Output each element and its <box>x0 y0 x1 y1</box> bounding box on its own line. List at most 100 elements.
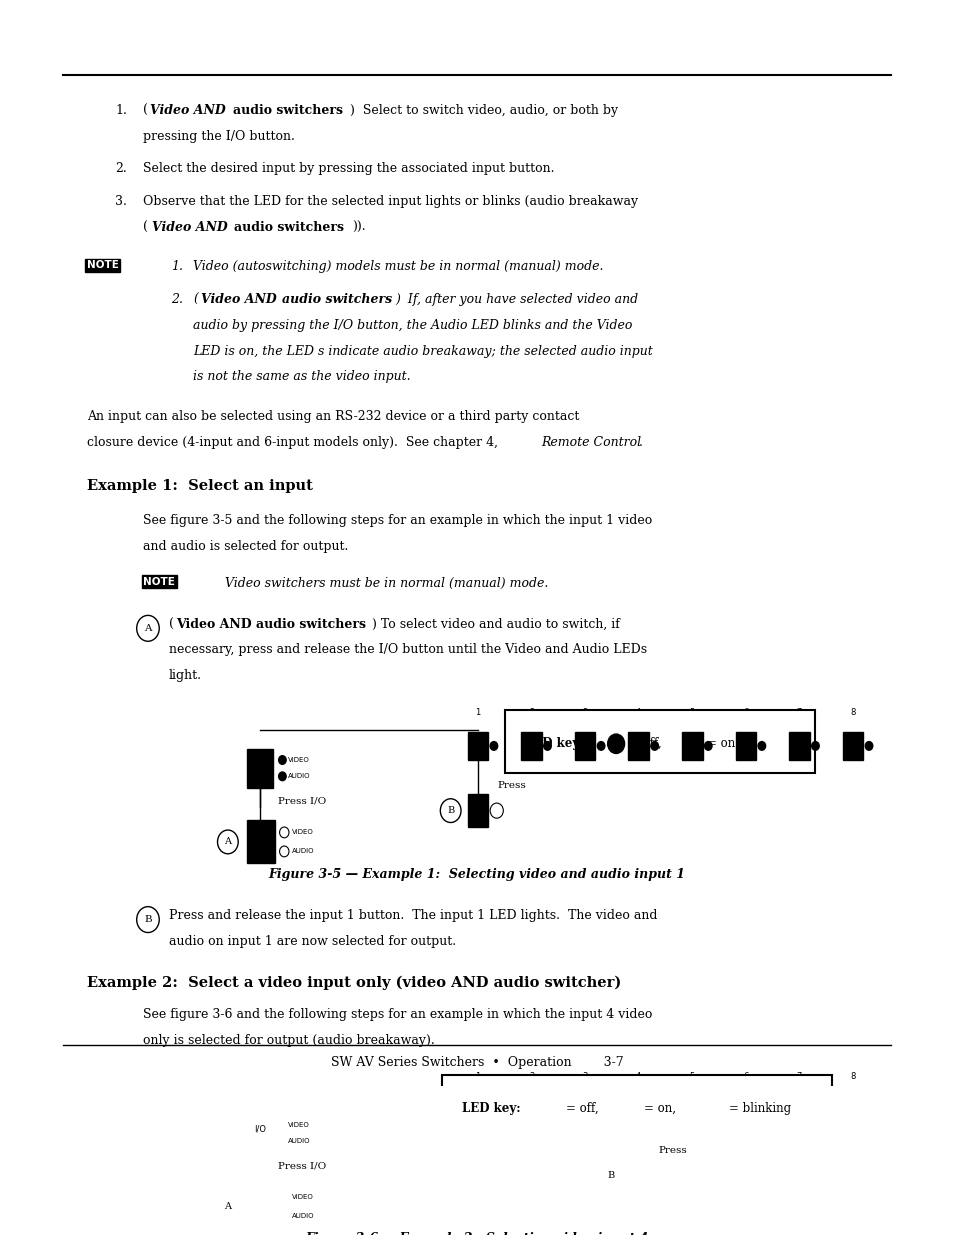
Text: See figure 3-5 and the following steps for an example in which the input 1 video: See figure 3-5 and the following steps f… <box>143 514 652 527</box>
Text: SW AV Series Switchers  •  Operation        3-7: SW AV Series Switchers • Operation 3-7 <box>331 1056 622 1068</box>
Text: Press I/O: Press I/O <box>277 797 326 805</box>
Text: audio switchers: audio switchers <box>282 293 392 306</box>
Circle shape <box>864 741 872 750</box>
Text: Video switchers must be in normal (manual) mode.: Video switchers must be in normal (manua… <box>225 577 548 589</box>
Circle shape <box>758 1107 765 1115</box>
Circle shape <box>278 1136 286 1145</box>
Text: LED key:: LED key: <box>524 737 583 750</box>
Text: necessary, press and release the I/O button until the Video and Audio LEDs: necessary, press and release the I/O but… <box>169 643 646 657</box>
FancyBboxPatch shape <box>841 1097 862 1125</box>
Text: A: A <box>224 837 232 846</box>
Text: 8: 8 <box>849 708 855 716</box>
FancyBboxPatch shape <box>574 1097 595 1125</box>
Circle shape <box>650 741 658 750</box>
Text: 8: 8 <box>849 1072 855 1082</box>
Circle shape <box>278 756 286 764</box>
Text: audio by pressing the I/O button, the Audio LED blinks and the Video: audio by pressing the I/O button, the Au… <box>193 319 632 332</box>
Text: AUDIO: AUDIO <box>288 773 311 779</box>
Text: LED is on, the LED s indicate audio breakaway; the selected audio input: LED is on, the LED s indicate audio brea… <box>193 345 652 358</box>
Circle shape <box>490 1107 497 1115</box>
Text: Observe that the LED for the selected input lights or blinks (audio breakaway: Observe that the LED for the selected in… <box>143 195 638 207</box>
FancyBboxPatch shape <box>247 820 274 863</box>
Text: I/O: I/O <box>253 1124 266 1134</box>
Text: 2: 2 <box>528 708 534 716</box>
Text: VIDEO: VIDEO <box>292 1194 314 1200</box>
FancyBboxPatch shape <box>735 1097 756 1125</box>
Text: VIDEO: VIDEO <box>288 1121 310 1128</box>
Text: I/O: I/O <box>253 760 266 768</box>
Text: Example 1:  Select an input: Example 1: Select an input <box>87 479 313 494</box>
Text: Select the desired input by pressing the associated input button.: Select the desired input by pressing the… <box>143 162 555 175</box>
FancyBboxPatch shape <box>467 732 488 760</box>
Text: Press I/O: Press I/O <box>277 1161 326 1171</box>
Circle shape <box>811 1107 819 1115</box>
FancyBboxPatch shape <box>247 750 273 788</box>
Text: 1.: 1. <box>172 261 183 273</box>
Text: 6: 6 <box>742 708 748 716</box>
Text: 4: 4 <box>636 1072 640 1082</box>
Text: 6: 6 <box>742 1072 748 1082</box>
FancyBboxPatch shape <box>735 732 756 760</box>
Text: (: ( <box>193 293 198 306</box>
Text: ) To select video and audio to switch, if: ) To select video and audio to switch, i… <box>372 618 618 631</box>
FancyBboxPatch shape <box>442 1074 831 1137</box>
Text: Press and release the input 1 button.  The input 1 LED lights.  The video and: Press and release the input 1 button. Th… <box>169 909 657 921</box>
Circle shape <box>597 741 604 750</box>
Text: 7: 7 <box>796 708 801 716</box>
Text: 3: 3 <box>582 708 587 716</box>
Text: Video AND: Video AND <box>200 293 280 306</box>
Text: = blinking: = blinking <box>728 1102 790 1115</box>
Text: closure device (4-input and 6-input models only).  See chapter 4,: closure device (4-input and 6-input mode… <box>87 436 501 450</box>
Text: Press: Press <box>497 782 526 790</box>
FancyBboxPatch shape <box>681 732 702 760</box>
Text: VIDEO: VIDEO <box>288 757 310 763</box>
Text: VIDEO: VIDEO <box>292 830 314 835</box>
FancyBboxPatch shape <box>520 1097 541 1125</box>
FancyBboxPatch shape <box>505 710 815 773</box>
Text: light.: light. <box>169 669 201 682</box>
Text: )  Select to switch video, audio, or both by: ) Select to switch video, audio, or both… <box>350 104 618 117</box>
Text: B: B <box>447 806 454 815</box>
Text: )  If, after you have selected video and: ) If, after you have selected video and <box>395 293 638 306</box>
Text: Figure 3-6 — Example 2:  Selecting video input 4: Figure 3-6 — Example 2: Selecting video … <box>305 1233 648 1235</box>
Text: AUDIO: AUDIO <box>288 1137 311 1144</box>
Text: )).: )). <box>352 221 365 233</box>
Text: B: B <box>144 915 152 924</box>
Text: A: A <box>224 1202 232 1212</box>
Circle shape <box>544 1099 561 1118</box>
Text: audio switchers: audio switchers <box>233 104 342 117</box>
Text: = on,: = on, <box>643 1102 676 1115</box>
Text: audio switchers: audio switchers <box>234 221 344 233</box>
FancyBboxPatch shape <box>247 1184 274 1228</box>
FancyBboxPatch shape <box>467 794 488 826</box>
Circle shape <box>703 1107 711 1115</box>
Text: = off,: = off, <box>629 737 661 750</box>
Text: 2: 2 <box>528 1072 534 1082</box>
Circle shape <box>543 1107 551 1115</box>
Text: Figure 3-5 — Example 1:  Selecting video and audio input 1: Figure 3-5 — Example 1: Selecting video … <box>268 868 685 881</box>
Text: AUDIO: AUDIO <box>292 848 314 855</box>
Text: 7: 7 <box>796 1072 801 1082</box>
Text: = off,: = off, <box>566 1102 598 1115</box>
Circle shape <box>543 741 551 750</box>
FancyBboxPatch shape <box>681 1097 702 1125</box>
Text: (: ( <box>169 618 173 631</box>
Text: 1.: 1. <box>115 104 127 117</box>
Circle shape <box>490 741 497 750</box>
Text: LED key:: LED key: <box>461 1102 520 1115</box>
Text: Remote Control: Remote Control <box>540 436 640 450</box>
Text: (: ( <box>143 104 148 117</box>
FancyBboxPatch shape <box>788 732 809 760</box>
Text: = on: = on <box>706 737 735 750</box>
Text: B: B <box>607 1171 615 1179</box>
Text: Press: Press <box>658 1146 686 1155</box>
FancyBboxPatch shape <box>247 1114 273 1152</box>
Circle shape <box>864 1107 872 1115</box>
Circle shape <box>279 1210 289 1221</box>
Text: 2.: 2. <box>115 162 127 175</box>
Text: pressing the I/O button.: pressing the I/O button. <box>143 130 294 143</box>
Text: 3.: 3. <box>115 195 127 207</box>
Circle shape <box>597 1107 604 1115</box>
Circle shape <box>278 1120 286 1129</box>
Text: NOTE: NOTE <box>143 577 175 587</box>
